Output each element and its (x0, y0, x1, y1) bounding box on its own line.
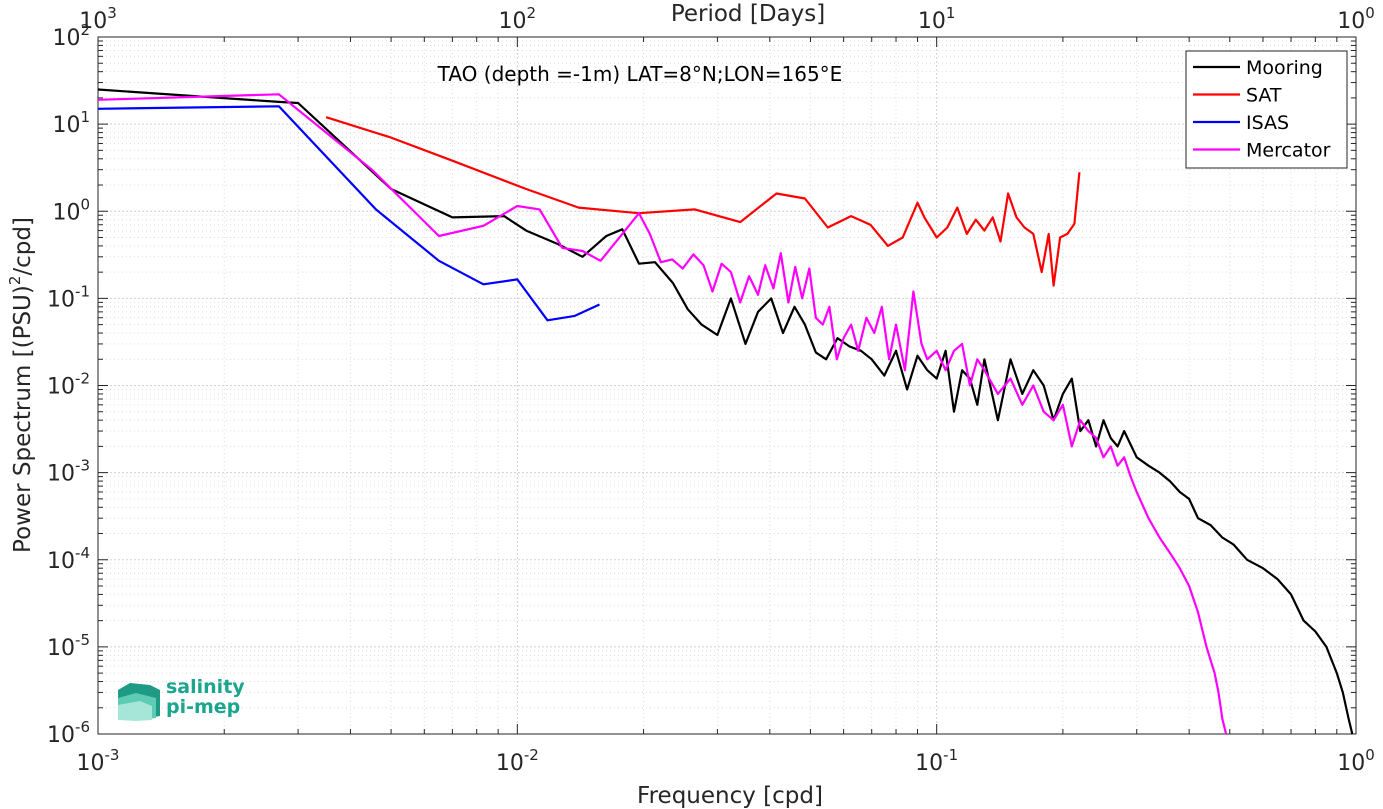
x-tick-label: 10-3 (77, 746, 120, 776)
y-tick-label-exp: 1 (80, 108, 90, 126)
top-tick-label-exp: 2 (527, 4, 537, 22)
x-axis-label: Frequency [cpd] (637, 783, 823, 809)
top-tick-label-exp: 3 (107, 4, 117, 22)
logo-line1: salinity (166, 676, 245, 698)
y-tick-label: 10-1 (47, 282, 90, 312)
legend-label-sat: SAT (1246, 85, 1282, 107)
series-line-isas (97, 105, 600, 322)
y-tick-label: 102 (52, 21, 90, 51)
y-tick-label: 100 (52, 195, 90, 225)
y-tick-label: 10-4 (47, 544, 90, 574)
top-tick-labels: 103 102 101 100 (79, 4, 1375, 34)
x-tick-label-exp: -2 (524, 746, 539, 764)
legend-label-mooring: Mooring (1246, 57, 1323, 79)
y-tick-label-exp: 2 (80, 21, 90, 39)
top-tick-label: 101 (918, 4, 956, 34)
y-tick-label-base: 10 (47, 549, 75, 574)
top-tick-label: 103 (79, 4, 117, 34)
axis-ticks (97, 36, 1357, 735)
chart-annotation: TAO (depth =-1m) LAT=8°N;LON=165°E (437, 62, 843, 86)
top-tick-label-base: 10 (79, 9, 107, 34)
y-tick-label: 10-5 (47, 631, 90, 661)
top-tick-label-exp: 0 (1365, 4, 1375, 22)
x-tick-label-exp: -1 (943, 746, 958, 764)
series-line-mooring (97, 88, 1354, 735)
y-tick-label-exp: -6 (75, 718, 90, 736)
y-tick-label-exp: -4 (75, 544, 90, 562)
y-tick-label-exp: -2 (75, 370, 90, 388)
series-layer (97, 88, 1354, 735)
x-tick-label-exp: -3 (105, 746, 120, 764)
bottom-tick-labels: 10-3 10-2 10-1 100 (77, 746, 1375, 776)
top-axis-label: Period [Days] (671, 1, 825, 27)
y-axis-label-tail: /cpd] (10, 217, 36, 276)
x-tick-label: 10-2 (496, 746, 539, 776)
salinity-pi-mep-logo: salinity pi-mep (118, 676, 245, 721)
y-tick-label: 101 (52, 108, 90, 138)
y-tick-label-base: 10 (47, 462, 75, 487)
y-axis-label-main: Power Spectrum [(PSU) (10, 285, 36, 553)
y-axis-label-sup: 2 (6, 276, 24, 286)
y-tick-label: 10-2 (47, 370, 90, 400)
legend: Mooring SAT ISAS Mercator (1185, 50, 1348, 169)
top-tick-label-base: 10 (1337, 9, 1365, 34)
top-tick-label-base: 10 (918, 9, 946, 34)
y-tick-label-base: 10 (47, 723, 75, 748)
y-tick-label: 10-3 (47, 457, 90, 487)
x-tick-label: 10-1 (915, 746, 958, 776)
series-line-sat (325, 116, 1081, 287)
y-tick-label-exp: -1 (75, 282, 90, 300)
y-tick-label-base: 10 (52, 113, 80, 138)
y-tick-label-exp: -5 (75, 631, 90, 649)
y-tick-label-base: 10 (47, 375, 75, 400)
y-tick-label-base: 10 (47, 636, 75, 661)
y-tick-label-exp: 0 (80, 195, 90, 213)
legend-items: Mooring SAT ISAS Mercator (1193, 57, 1331, 162)
y-tick-label-base: 10 (47, 287, 75, 312)
x-tick-label-base: 10 (915, 751, 943, 776)
x-tick-label-base: 10 (77, 751, 105, 776)
y-tick-label-exp: -3 (75, 457, 90, 475)
x-tick-label-base: 10 (496, 751, 524, 776)
logo-line2: pi-mep (166, 696, 240, 718)
top-tick-label-exp: 1 (946, 4, 956, 22)
y-tick-label-base: 10 (52, 26, 80, 51)
legend-label-mercator: Mercator (1246, 140, 1331, 162)
legend-label-isas: ISAS (1246, 112, 1289, 134)
y-axis-label: Power Spectrum [(PSU)2/cpd] (6, 217, 36, 553)
y-tick-label-base: 10 (52, 200, 80, 225)
y-tick-label: 10-6 (47, 718, 90, 748)
logo-mark-icon (118, 683, 160, 721)
top-tick-label: 100 (1337, 4, 1375, 34)
x-tick-label-base: 10 (1337, 751, 1365, 776)
x-tick-label-exp: 0 (1365, 746, 1375, 764)
top-tick-label-base: 10 (499, 9, 527, 34)
x-tick-label: 100 (1337, 746, 1375, 776)
top-tick-label: 102 (499, 4, 537, 34)
series-line-mercator (97, 93, 1228, 735)
minor-grid (98, 37, 1356, 734)
